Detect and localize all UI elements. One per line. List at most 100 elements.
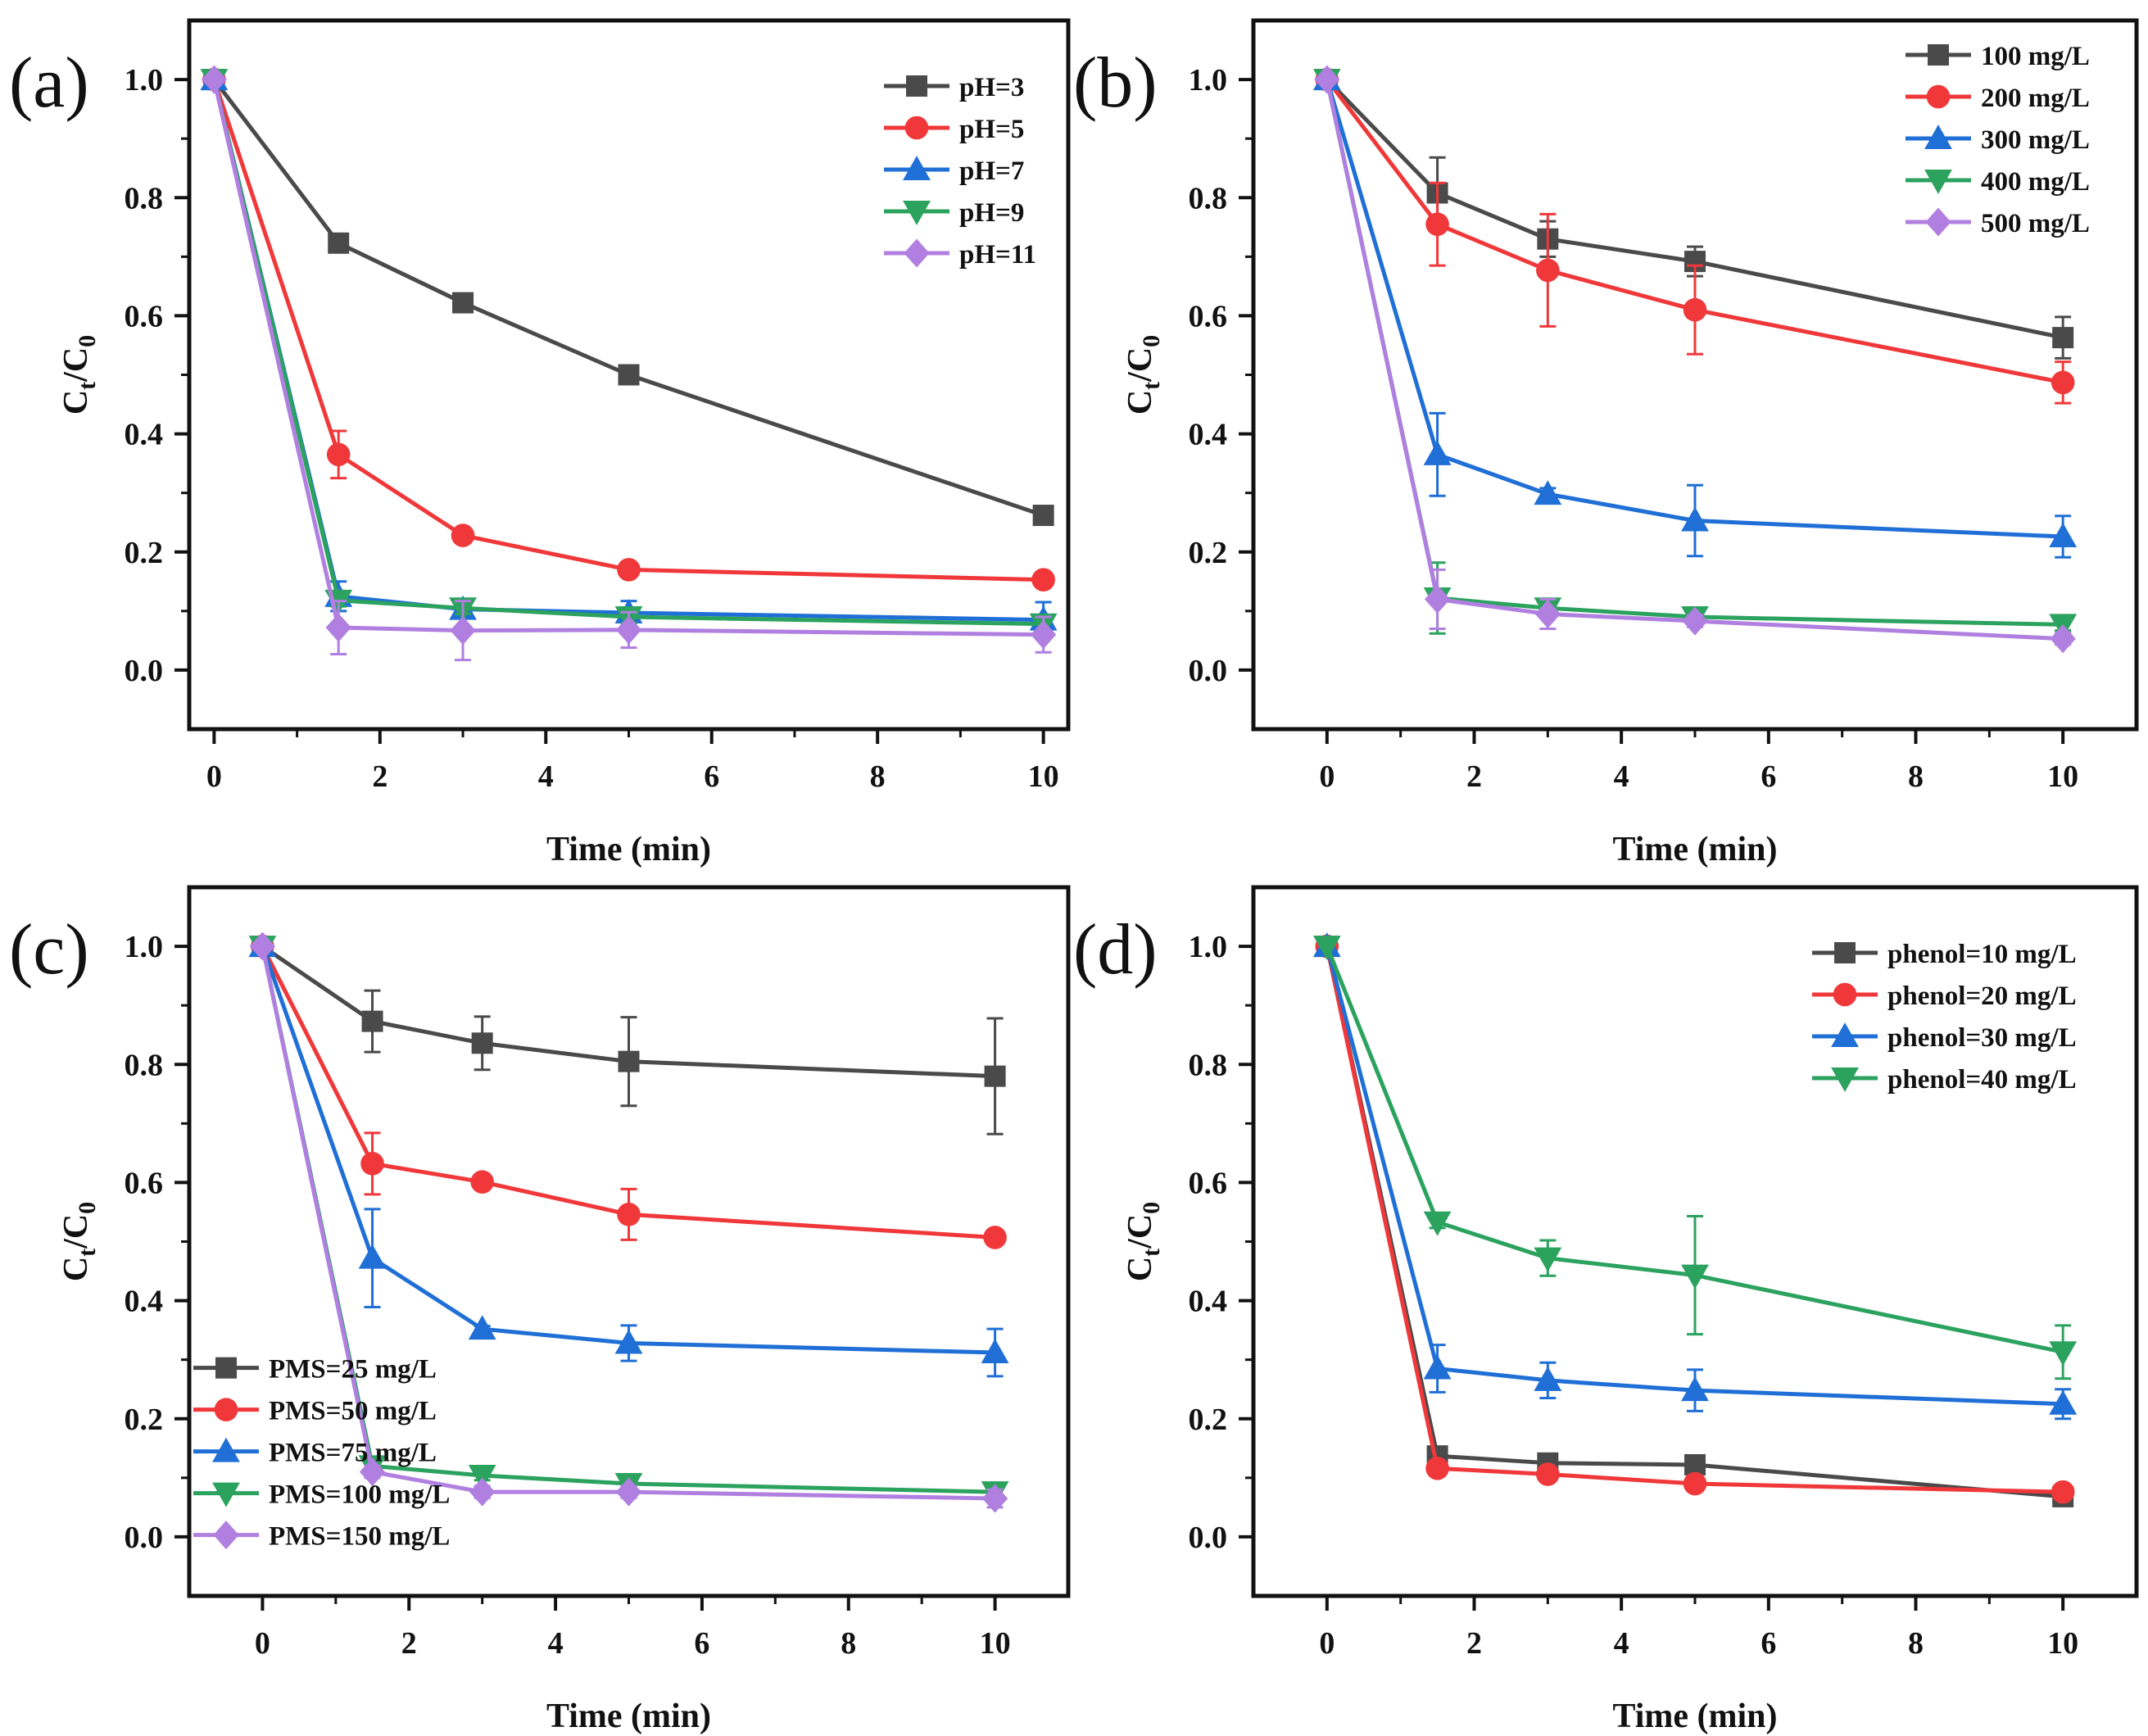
- data-point: [618, 1050, 640, 1072]
- series-500-mg-L: [1314, 65, 2076, 654]
- y-axis-label: Ct/C0: [1122, 1202, 1165, 1281]
- data-point: [617, 558, 641, 582]
- series-line: [211, 79, 1044, 582]
- y-tick-label: 1.0: [125, 63, 164, 97]
- y-tick-label: 0.4: [1189, 418, 1228, 452]
- panel-label: (c): [9, 910, 89, 990]
- data-point: [452, 292, 474, 314]
- data-point: [1534, 1366, 1562, 1391]
- legend-marker: [1926, 84, 1951, 109]
- data-point: [1032, 505, 1054, 527]
- y-tick-label: 0.4: [125, 418, 164, 452]
- data-point: [361, 1010, 383, 1032]
- series-200-mg-L: [1315, 67, 2075, 405]
- panel-label: (b): [1073, 43, 1158, 123]
- series-300-mg-L: [1312, 66, 2078, 559]
- y-axis-label-part: /C: [1122, 1214, 1159, 1249]
- y-axis-label-part: /C: [57, 1214, 95, 1249]
- legend-marker: [1924, 125, 1952, 149]
- data-point: [1683, 1471, 1707, 1496]
- y-axis-label-part: 0: [74, 335, 101, 347]
- legend-label: phenol=40 mg/L: [1887, 1065, 2077, 1095]
- data-point: [450, 616, 476, 646]
- y-tick-label: 0.0: [125, 654, 164, 688]
- legend-label: PMS=150 mg/L: [269, 1522, 450, 1552]
- data-point: [2051, 370, 2075, 395]
- series-phenol-30-mg-L: [1312, 932, 2078, 1421]
- legend-marker: [1924, 170, 1952, 194]
- y-tick-label: 0.8: [125, 181, 164, 215]
- x-axis-label: Time (min): [1612, 831, 1777, 868]
- data-point: [451, 524, 475, 547]
- data-point: [2051, 1480, 2075, 1504]
- legend-marker: [904, 116, 929, 140]
- y-tick-label: 0.0: [1189, 1521, 1228, 1555]
- x-tick-label: 6: [694, 1626, 709, 1661]
- x-tick-label: 10: [2047, 1626, 2078, 1661]
- legend-label: PMS=25 mg/L: [269, 1355, 437, 1385]
- x-tick-label: 8: [870, 759, 886, 794]
- data-point: [1425, 212, 1449, 236]
- y-axis-label-part: 0: [1138, 1202, 1165, 1214]
- data-point: [614, 1329, 643, 1354]
- series-PMS-25-mg-L: [252, 936, 1006, 1135]
- legend-marker: [906, 75, 927, 97]
- x-tick-label: 6: [704, 759, 719, 794]
- data-point: [2049, 1389, 2078, 1415]
- data-point: [468, 1464, 496, 1489]
- data-point: [1683, 297, 1707, 322]
- legend-marker: [903, 156, 931, 180]
- x-tick-label: 2: [1466, 759, 1482, 794]
- y-tick-label: 1.0: [1189, 930, 1228, 964]
- legend-label: phenol=10 mg/L: [1887, 940, 2077, 969]
- legend-marker: [215, 1357, 237, 1379]
- legend-label: pH=11: [959, 240, 1036, 270]
- y-tick-label: 0.4: [125, 1285, 164, 1319]
- y-axis-label: Ct/C0: [1122, 335, 1165, 415]
- x-tick-label: 10: [2047, 759, 2078, 794]
- legend-marker: [212, 1482, 240, 1507]
- data-point: [1536, 258, 1560, 283]
- legend-label: PMS=75 mg/L: [269, 1439, 437, 1468]
- data-point: [615, 1477, 642, 1507]
- data-point: [981, 1484, 1008, 1513]
- data-point: [615, 615, 642, 645]
- y-axis-label-part: t: [74, 382, 101, 390]
- y-axis-label-part: C: [57, 1257, 95, 1281]
- legend-marker: [903, 201, 931, 225]
- legend-marker: [213, 1521, 239, 1550]
- y-tick-label: 0.6: [125, 299, 164, 333]
- data-point: [471, 1032, 493, 1054]
- panel-label: (d): [1073, 910, 1158, 990]
- data-point: [359, 1457, 386, 1487]
- legend-marker: [214, 1398, 238, 1421]
- x-tick-label: 6: [1761, 1626, 1776, 1661]
- data-point: [1534, 1247, 1562, 1272]
- y-axis-label-part: t: [1138, 1249, 1165, 1257]
- data-point: [328, 232, 350, 254]
- y-tick-label: 0.0: [125, 1521, 164, 1555]
- data-point: [470, 1170, 494, 1194]
- data-point: [469, 1477, 496, 1507]
- y-axis-label: Ct/C0: [57, 1202, 101, 1281]
- series-PMS-75-mg-L: [248, 932, 1009, 1378]
- x-tick-label: 10: [1028, 759, 1059, 794]
- data-point: [1684, 1453, 1706, 1475]
- data-point: [984, 1065, 1006, 1087]
- legend-label: PMS=100 mg/L: [269, 1480, 450, 1510]
- series-PMS-50-mg-L: [251, 934, 1007, 1249]
- data-point: [1312, 936, 1341, 960]
- legend-label: pH=3: [959, 73, 1024, 102]
- data-point: [1423, 1211, 1452, 1236]
- data-point: [1681, 506, 1709, 532]
- legend: phenol=10 mg/L phenol=20 mg/L phenol=30 mg…: [1812, 940, 2077, 1095]
- data-point: [1681, 1264, 1709, 1290]
- series-PMS-150-mg-L: [249, 931, 1008, 1513]
- legend-label: 300 mg/L: [1981, 125, 2090, 155]
- x-tick-label: 6: [1761, 759, 1776, 794]
- x-axis-label: Time (min): [546, 831, 711, 868]
- legend-marker: [1833, 982, 1857, 1007]
- data-point: [468, 1315, 496, 1340]
